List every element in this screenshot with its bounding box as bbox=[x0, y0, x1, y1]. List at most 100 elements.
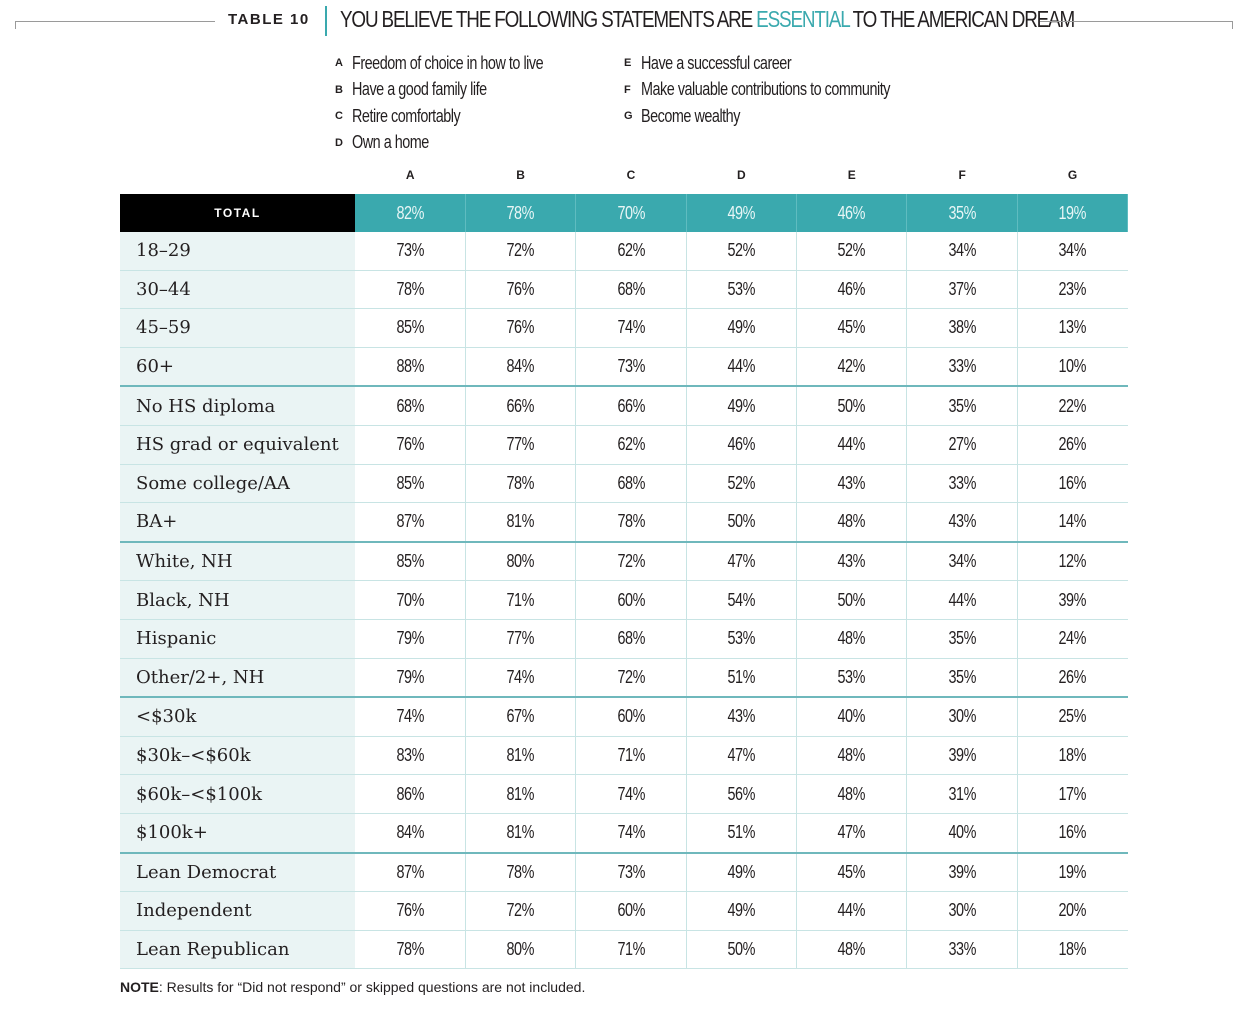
total-value: 78% bbox=[506, 202, 535, 223]
cell-value: 40% bbox=[948, 822, 976, 843]
table-row: Hispanic 79% 77% 68% 53% 48% 35% 24% bbox=[120, 619, 1128, 659]
cell-value: 71% bbox=[617, 938, 645, 959]
table-cell: 88% bbox=[355, 347, 466, 388]
row-label: Lean Republican bbox=[120, 930, 355, 970]
table-cell: 49% bbox=[686, 891, 797, 931]
total-row: TOTAL 82% 78% 70% 49% 46% 35% 19% bbox=[120, 194, 1129, 232]
table-row: $30k–<$60k 83% 81% 71% 47% 48% 39% 18% bbox=[120, 736, 1128, 776]
table-cell: 74% bbox=[575, 774, 687, 814]
table-label: TABLE 10 bbox=[228, 11, 310, 28]
cell-value: 87% bbox=[396, 861, 424, 882]
cell-value: 40% bbox=[837, 706, 866, 727]
table-cell: 48% bbox=[796, 619, 908, 659]
cell-value: 53% bbox=[837, 666, 866, 687]
table-cell: 73% bbox=[575, 852, 687, 893]
table-cell: 62% bbox=[575, 232, 687, 271]
cell-value: 68% bbox=[617, 278, 645, 299]
cell-value: 49% bbox=[727, 900, 756, 921]
table-cell: 72% bbox=[575, 541, 687, 582]
table-cell: 73% bbox=[355, 232, 466, 271]
cell-value: 72% bbox=[617, 551, 645, 572]
cell-value: 38% bbox=[948, 317, 976, 338]
table-cell: 12% bbox=[1017, 541, 1128, 582]
legend-letter: C bbox=[335, 110, 343, 123]
table-cell: 70% bbox=[355, 580, 466, 620]
cell-value: 72% bbox=[506, 240, 535, 261]
table-cell: 60% bbox=[575, 580, 687, 620]
table-cell: 68% bbox=[575, 464, 687, 504]
cell-value: 85% bbox=[396, 551, 424, 572]
cell-value: 73% bbox=[617, 356, 645, 377]
table-row: Lean Democrat 87% 78% 73% 49% 45% 39% 19% bbox=[120, 852, 1128, 893]
total-cell: 82% bbox=[355, 194, 466, 232]
row-label: <$30k bbox=[120, 697, 355, 737]
cell-value: 30% bbox=[948, 706, 976, 727]
table-cell: 47% bbox=[796, 813, 908, 854]
row-label: 45–59 bbox=[120, 308, 355, 348]
cell-value: 48% bbox=[837, 628, 866, 649]
cell-value: 52% bbox=[727, 472, 756, 493]
table-cell: 50% bbox=[686, 930, 797, 970]
cell-value: 78% bbox=[506, 861, 535, 882]
table-cell: 48% bbox=[796, 502, 908, 543]
legend-letter: B bbox=[335, 83, 343, 96]
row-label: $60k–<$100k bbox=[120, 774, 355, 814]
column-header: G bbox=[1067, 168, 1078, 182]
cell-value: 67% bbox=[506, 706, 535, 727]
table-cell: 53% bbox=[796, 658, 908, 699]
table-cell: 85% bbox=[355, 308, 466, 348]
cell-value: 50% bbox=[727, 511, 756, 532]
table-cell: 44% bbox=[796, 891, 908, 931]
row-label: BA+ bbox=[120, 502, 355, 543]
cell-value: 50% bbox=[837, 395, 866, 416]
table-cell: 53% bbox=[686, 270, 797, 310]
cell-value: 81% bbox=[506, 822, 535, 843]
cell-value: 23% bbox=[1058, 278, 1087, 299]
table-cell: 78% bbox=[465, 464, 577, 504]
table-cell: 84% bbox=[465, 347, 577, 388]
table-cell: 85% bbox=[355, 464, 466, 504]
cell-value: 72% bbox=[617, 666, 645, 687]
table-cell: 73% bbox=[575, 347, 687, 388]
cell-value: 74% bbox=[506, 666, 535, 687]
legend-text: Have a good family life bbox=[352, 79, 487, 100]
table-row: HS grad or equivalent 76% 77% 62% 46% 44% 27% 2… bbox=[120, 425, 1128, 465]
legend-letter: A bbox=[335, 57, 343, 70]
table-cell: 51% bbox=[686, 813, 797, 854]
table-row: 18–29 73% 72% 62% 52% 52% 34% 34% bbox=[120, 232, 1128, 271]
table-cell: 87% bbox=[355, 502, 466, 543]
total-cell: 49% bbox=[686, 194, 797, 232]
cell-value: 35% bbox=[948, 666, 976, 687]
table-cell: 76% bbox=[355, 891, 466, 931]
cell-value: 43% bbox=[837, 472, 866, 493]
legend-letter: D bbox=[335, 136, 343, 149]
legend-letter: G bbox=[624, 110, 633, 123]
cell-value: 85% bbox=[396, 317, 424, 338]
table-cell: 16% bbox=[1017, 464, 1128, 504]
table-cell: 35% bbox=[906, 619, 1018, 659]
cell-value: 62% bbox=[617, 240, 645, 261]
table-cell: 45% bbox=[796, 852, 908, 893]
cell-value: 16% bbox=[1058, 472, 1087, 493]
cell-value: 76% bbox=[396, 900, 424, 921]
legend-right: E Have a successful career F Make valuable … bbox=[624, 50, 952, 130]
row-label: Lean Democrat bbox=[120, 852, 355, 893]
cell-value: 26% bbox=[1058, 666, 1087, 687]
cell-value: 83% bbox=[396, 745, 424, 766]
table-cell: 60% bbox=[575, 891, 687, 931]
cell-value: 74% bbox=[617, 822, 645, 843]
table-cell: 43% bbox=[796, 541, 908, 582]
table-cell: 78% bbox=[355, 270, 466, 310]
cell-value: 78% bbox=[396, 938, 424, 959]
cell-value: 12% bbox=[1058, 551, 1087, 572]
table-cell: 46% bbox=[686, 425, 797, 465]
table-cell: 80% bbox=[465, 541, 577, 582]
table-cell: 35% bbox=[906, 386, 1018, 426]
table-cell: 49% bbox=[686, 308, 797, 348]
cell-value: 66% bbox=[617, 395, 645, 416]
data-table: TOTAL 82% 78% 70% 49% 46% 35% 19% 18–29 73% 72% 62%… bbox=[120, 194, 1129, 970]
legend-text: Become wealthy bbox=[641, 105, 740, 126]
cell-value: 39% bbox=[948, 745, 976, 766]
title-rule-right bbox=[1040, 21, 1233, 29]
total-cell: 78% bbox=[465, 194, 577, 232]
